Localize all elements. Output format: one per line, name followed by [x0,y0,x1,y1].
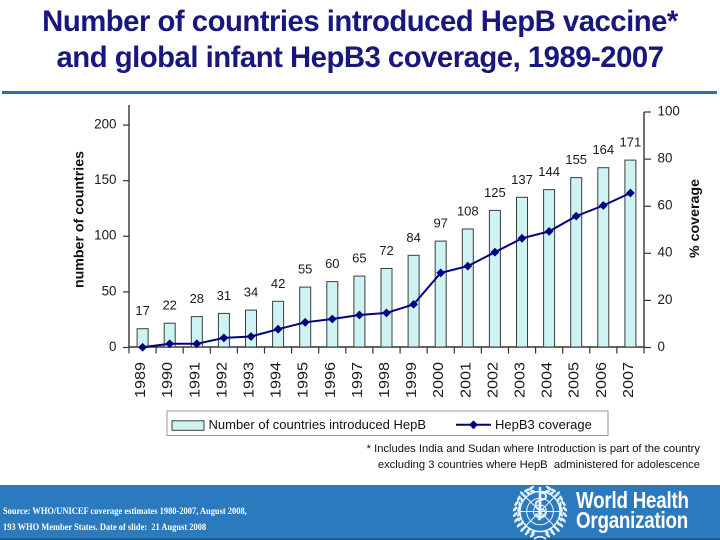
svg-text:20: 20 [658,292,673,307]
svg-text:60: 60 [325,256,339,271]
svg-text:1997: 1997 [350,362,366,398]
svg-text:2000: 2000 [431,362,447,398]
svg-text:Number of countries introduced: Number of countries introduced HepB [209,417,427,432]
svg-text:1995: 1995 [296,362,312,398]
svg-text:155: 155 [565,152,587,167]
svg-text:144: 144 [538,164,560,179]
svg-text:42: 42 [271,276,285,291]
svg-text:1989: 1989 [133,362,149,398]
svg-text:80: 80 [658,151,673,166]
svg-text:% coverage: % coverage [686,179,702,258]
svg-text:1994: 1994 [269,362,285,398]
svg-text:1991: 1991 [187,362,203,398]
svg-text:2004: 2004 [540,362,556,398]
svg-text:31: 31 [217,288,231,303]
svg-text:2001: 2001 [458,362,474,398]
svg-text:164: 164 [592,142,614,157]
svg-text:number of countries: number of countries [70,151,86,288]
svg-text:2005: 2005 [567,362,583,398]
svg-text:108: 108 [457,204,479,219]
svg-text:200: 200 [94,117,116,132]
svg-text:137: 137 [511,172,533,187]
svg-text:84: 84 [406,230,420,245]
svg-text:125: 125 [484,185,506,200]
svg-text:17: 17 [135,303,149,318]
svg-text:34: 34 [244,285,258,300]
svg-text:2003: 2003 [513,362,529,398]
svg-text:72: 72 [379,243,393,258]
svg-text:28: 28 [190,291,204,306]
svg-text:2002: 2002 [485,362,501,398]
svg-text:1999: 1999 [404,362,420,398]
svg-text:22: 22 [162,298,176,313]
svg-text:97: 97 [433,216,447,231]
svg-text:1996: 1996 [323,362,339,398]
svg-text:HepB3 coverage: HepB3 coverage [495,417,592,432]
svg-text:0: 0 [109,339,116,354]
svg-text:50: 50 [102,283,117,298]
svg-text:1998: 1998 [377,362,393,398]
svg-text:1992: 1992 [214,362,230,398]
svg-text:2006: 2006 [594,362,610,398]
svg-text:100: 100 [94,228,116,243]
svg-text:65: 65 [352,251,366,266]
svg-text:0: 0 [658,339,665,354]
svg-text:60: 60 [658,198,673,213]
svg-text:2007: 2007 [621,362,637,398]
svg-text:40: 40 [658,245,673,260]
svg-text:55: 55 [298,262,312,277]
svg-text:100: 100 [658,103,680,118]
svg-text:1990: 1990 [160,362,176,398]
svg-text:1993: 1993 [242,362,258,398]
svg-text:150: 150 [94,172,116,187]
svg-text:171: 171 [620,135,642,150]
